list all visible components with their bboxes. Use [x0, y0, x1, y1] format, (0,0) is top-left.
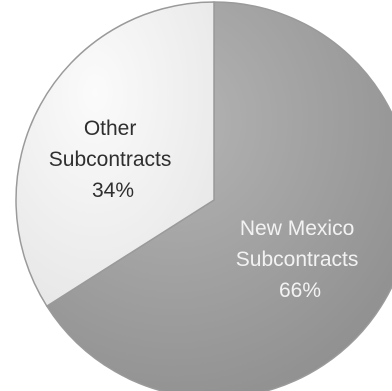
slice-label-other: Other Subcontracts 34%	[49, 117, 177, 202]
pie-slice-new-mexico-subcontracts	[45, 1, 392, 391]
label-line: 34%	[92, 179, 134, 202]
slice-label-new-mexico: New Mexico Subcontracts 66%	[236, 217, 364, 302]
pie-slices	[15, 1, 392, 391]
pie-slice-other-subcontracts	[15, 1, 215, 308]
label-line: New Mexico	[240, 217, 354, 240]
label-line: Subcontracts	[49, 148, 172, 171]
label-line: 66%	[279, 279, 321, 302]
label-line: Other	[84, 117, 137, 140]
label-line: Subcontracts	[236, 248, 359, 271]
